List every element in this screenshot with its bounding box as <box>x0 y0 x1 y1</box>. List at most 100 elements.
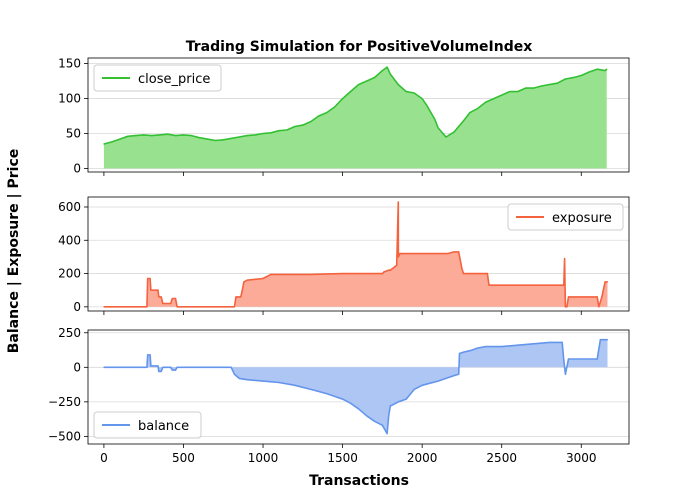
exposure-point <box>174 297 177 300</box>
balance-point <box>485 346 487 348</box>
y-tick-label: 0 <box>73 360 81 374</box>
exposure-point <box>310 273 312 275</box>
close_price-point <box>151 135 153 137</box>
exposure-point <box>157 289 159 291</box>
balance-point <box>235 375 237 377</box>
balance-point <box>386 433 388 435</box>
exposure-point <box>453 251 455 253</box>
close_price-point <box>318 115 320 117</box>
exposure-point <box>235 296 237 298</box>
exposure-point <box>458 251 460 253</box>
exposure-area <box>103 202 608 307</box>
exposure-point <box>383 271 385 273</box>
legend-close_price: close_price <box>93 64 222 92</box>
balance-point <box>563 359 565 361</box>
close_price-point <box>485 101 487 103</box>
x-axis-label: Transactions <box>309 473 409 489</box>
close_price-point <box>386 66 388 68</box>
exposure-point <box>485 273 487 275</box>
legend-exposure: exposure <box>507 203 624 231</box>
exposure-point <box>564 258 566 260</box>
balance-point <box>342 398 344 400</box>
balance-point <box>405 398 407 400</box>
balance-point <box>501 346 503 348</box>
balance-point <box>469 350 471 352</box>
balance-point <box>462 351 465 353</box>
y-tick-label: 400 <box>58 233 81 247</box>
balance-point <box>580 358 582 360</box>
close_price-point <box>540 85 543 87</box>
close_price-point <box>302 124 304 126</box>
close_price-point <box>270 132 272 134</box>
exposure-point <box>146 306 148 308</box>
y-axis-label: Balance | Exposure | Price <box>6 149 22 354</box>
balance-point <box>381 424 383 426</box>
y-tick-label: 0 <box>73 300 81 314</box>
y-tick-label: 150 <box>58 57 81 71</box>
exposure-point <box>302 273 304 275</box>
close_price-point <box>326 112 328 114</box>
y-tick-label: 100 <box>58 92 81 106</box>
close_price-point <box>190 135 192 137</box>
exposure-point <box>397 256 399 258</box>
exposure-point <box>554 284 556 286</box>
exposure-point <box>402 253 404 255</box>
close_price-point <box>588 71 590 73</box>
balance-point <box>458 352 461 355</box>
axes-frame <box>87 329 630 445</box>
close_price-point <box>405 91 407 93</box>
close_price-point <box>525 87 527 89</box>
close_price-point <box>389 73 391 75</box>
balance-point <box>599 339 602 341</box>
close_price-point <box>437 127 439 129</box>
x-tick-label: 1000 <box>248 451 279 465</box>
balance-point <box>458 373 460 375</box>
close_price-point <box>286 129 288 131</box>
balance-point <box>365 415 368 417</box>
close_price-point <box>469 112 471 114</box>
x-tick-label: 1500 <box>327 451 358 465</box>
close_price-point <box>426 105 428 107</box>
balance-point <box>548 341 551 343</box>
y-tick-label: 0 <box>73 162 81 176</box>
balance-point <box>388 415 390 417</box>
exposure-point <box>160 296 162 298</box>
close_price-point <box>564 78 567 80</box>
axes-frame <box>87 196 630 312</box>
close_price-point <box>238 136 240 138</box>
balance-point <box>150 365 152 367</box>
balance-point <box>389 405 391 407</box>
exposure-point <box>373 273 375 275</box>
legend-label: close_price <box>138 72 210 87</box>
exposure-point <box>462 273 465 275</box>
exposure-point <box>397 201 399 203</box>
exposure-point <box>486 273 488 275</box>
exposure-point <box>601 296 603 298</box>
exposure-point <box>598 306 600 308</box>
legend-box <box>93 64 222 92</box>
close_price-point <box>509 91 511 93</box>
close_price-point <box>310 121 312 123</box>
y-tick-label: 200 <box>58 267 81 281</box>
close_price-point <box>206 138 208 140</box>
close_price-point <box>453 131 455 133</box>
balance-point <box>146 366 148 368</box>
close_price-point <box>294 125 296 128</box>
exposure-point <box>564 306 567 308</box>
balance-point <box>397 401 399 403</box>
balance-point <box>262 380 264 382</box>
exposure-point <box>103 306 105 308</box>
x-tick-label: 0 <box>100 451 108 465</box>
y-tick-label: 250 <box>58 326 81 340</box>
exposure-point <box>606 281 609 283</box>
close_price-point <box>477 107 479 109</box>
y-tick-label: 600 <box>58 200 81 214</box>
exposure-point <box>190 306 192 308</box>
exposure-point <box>405 253 407 255</box>
chart-title: Trading Simulation for PositiveVolumeInd… <box>186 39 533 55</box>
balance-point <box>561 341 563 343</box>
exposure-point <box>241 289 243 291</box>
exposure-point <box>461 268 463 270</box>
